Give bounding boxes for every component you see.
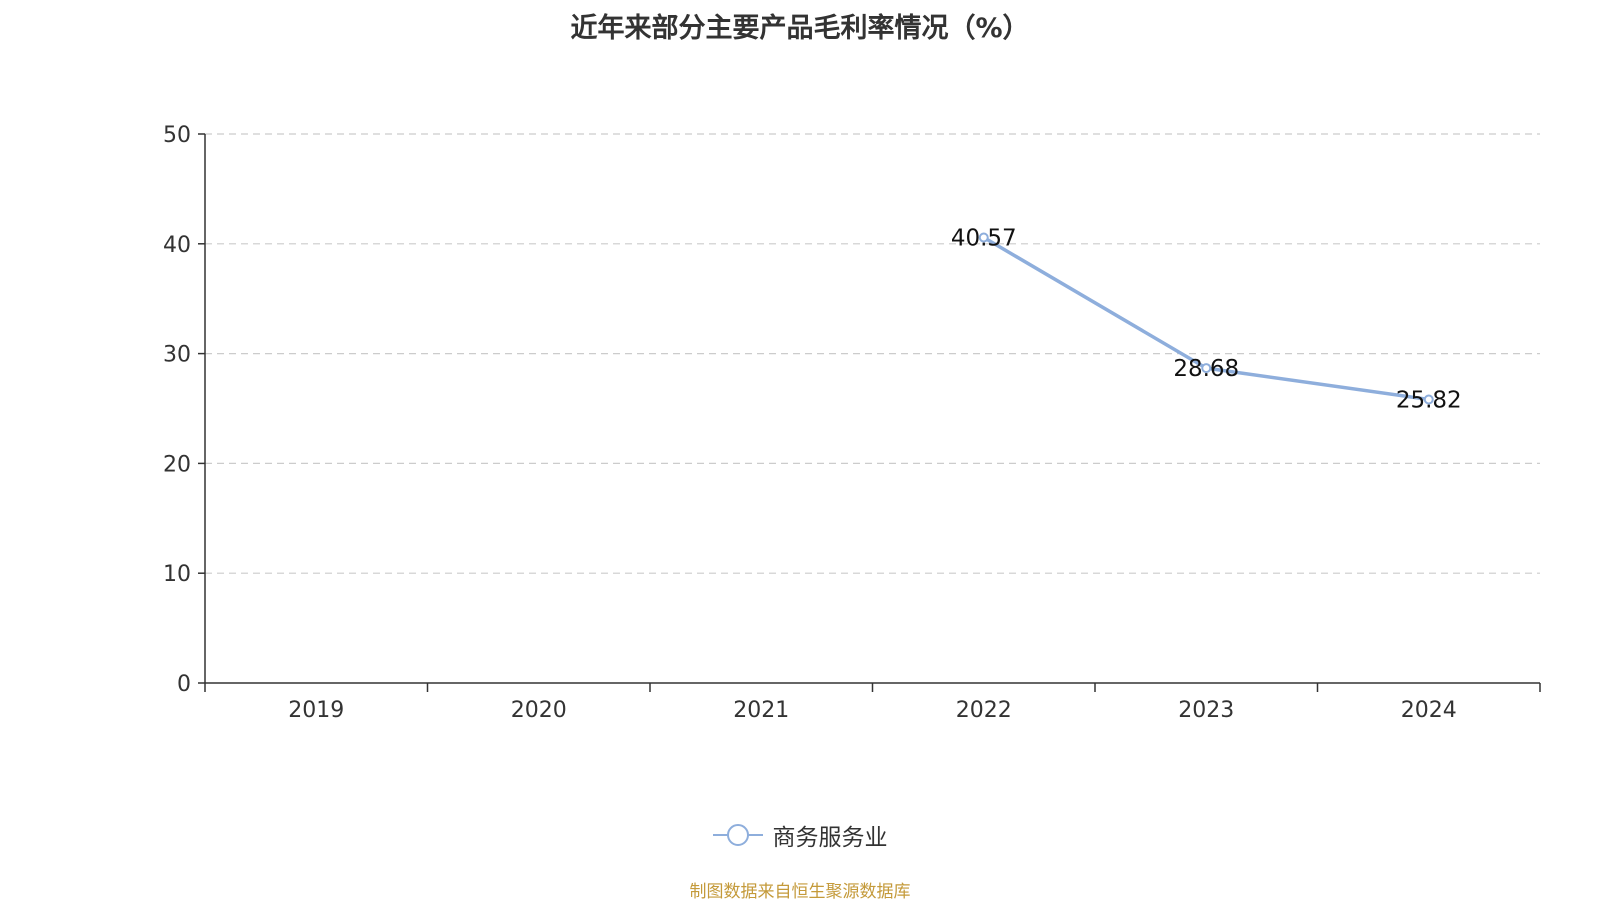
y-tick-label: 30 (163, 343, 191, 368)
x-tick-label: 2023 (1178, 698, 1234, 723)
data-point (1201, 363, 1212, 374)
x-tick-label: 2019 (288, 698, 344, 723)
y-tick-label: 50 (163, 123, 191, 148)
x-tick-label: 2024 (1401, 698, 1457, 723)
grid-lines (205, 133, 1540, 574)
x-tick-label: 2020 (511, 698, 567, 723)
legend-label: 商务服务业 (772, 825, 888, 851)
y-tick-label: 40 (163, 233, 191, 258)
legend: 商务服务业 (0, 818, 1600, 852)
x-tick-label: 2021 (733, 698, 789, 723)
y-tick-label: 10 (163, 562, 191, 587)
data-label: 40.57 (951, 226, 1017, 252)
data-label: 28.68 (1173, 356, 1239, 382)
source-note: 制图数据来自恒生聚源数据库 (689, 882, 911, 900)
legend-line-marker-icon (712, 824, 763, 846)
series (978, 232, 1434, 405)
axes: 0 10 20 30 40 50 2019 2020 2021 2022 2023 2024 (163, 123, 1541, 723)
x-tick-label: 2022 (956, 698, 1012, 723)
legend-item[interactable]: 商务服务业 (712, 818, 888, 852)
data-point (978, 232, 989, 243)
data-label: 25.82 (1396, 387, 1462, 413)
chart-title: 近年来部分主要产品毛利率情况（%） (570, 13, 1030, 44)
y-tick-label: 0 (177, 672, 191, 697)
y-tick-label: 20 (163, 452, 191, 477)
data-point (1423, 394, 1434, 405)
data-labels: 40.57 28.68 25.82 (951, 226, 1462, 414)
